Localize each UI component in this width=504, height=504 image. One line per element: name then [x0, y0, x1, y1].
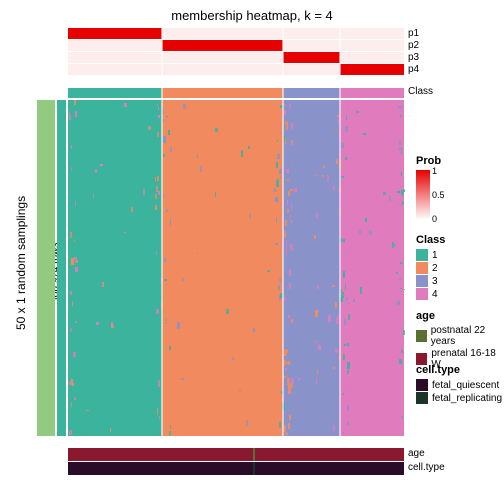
- track-age: [68, 448, 404, 461]
- track-p4: [68, 64, 404, 75]
- legend-swatch: [416, 330, 427, 342]
- legend-swatch: [416, 392, 428, 404]
- legend-swatch: [416, 249, 428, 261]
- y-axis-label-main: 50 x 1 random samplings: [14, 196, 28, 330]
- legend-age-title: age: [416, 310, 504, 322]
- track-class: [68, 88, 404, 98]
- track-celltype: [68, 462, 404, 475]
- legend-swatch: [416, 288, 428, 300]
- legend-celltype-title: cell.type: [416, 364, 502, 376]
- track-label-celltype: cell.type: [408, 462, 445, 473]
- legend-prob-title: Prob: [416, 155, 441, 167]
- track-label-class: Class: [408, 86, 433, 97]
- track-label-p1: p1: [408, 28, 419, 39]
- prob-colorbar: 1 0.5 0: [416, 170, 430, 220]
- track-p3: [68, 52, 404, 63]
- legend-item: 3: [416, 275, 445, 287]
- track-label-p3: p3: [408, 52, 419, 63]
- legend-item: 2: [416, 262, 445, 274]
- legend-swatch: [416, 379, 428, 391]
- track-label-p4: p4: [408, 64, 419, 75]
- legend-celltype: cell.type fetal_quiescentfetal_replicati…: [416, 364, 502, 405]
- track-label-p2: p2: [408, 40, 419, 51]
- chart-title: membership heatmap, k = 4: [0, 8, 504, 23]
- track-label-age: age: [408, 448, 425, 459]
- legend-item: 1: [416, 249, 445, 261]
- legend-prob: Prob 1 0.5 0: [416, 155, 441, 224]
- track-p1: [68, 28, 404, 39]
- legend-age: age postnatal 22 yearsprenatal 16-18 W: [416, 310, 504, 371]
- legend-swatch: [416, 262, 428, 274]
- legend-item: fetal_quiescent: [416, 379, 502, 391]
- legend-item: fetal_replicating: [416, 392, 502, 404]
- legend-class-title: Class: [416, 234, 445, 246]
- legend-item: postnatal 22 years: [416, 325, 504, 347]
- side-bar-rows: [57, 100, 66, 436]
- track-p2: [68, 40, 404, 51]
- legend-swatch: [416, 275, 428, 287]
- side-bar-sampling: [37, 100, 55, 436]
- legend-item: 4: [416, 288, 445, 300]
- legend-class: Class 1234: [416, 234, 445, 301]
- heatmap-body: [68, 100, 404, 436]
